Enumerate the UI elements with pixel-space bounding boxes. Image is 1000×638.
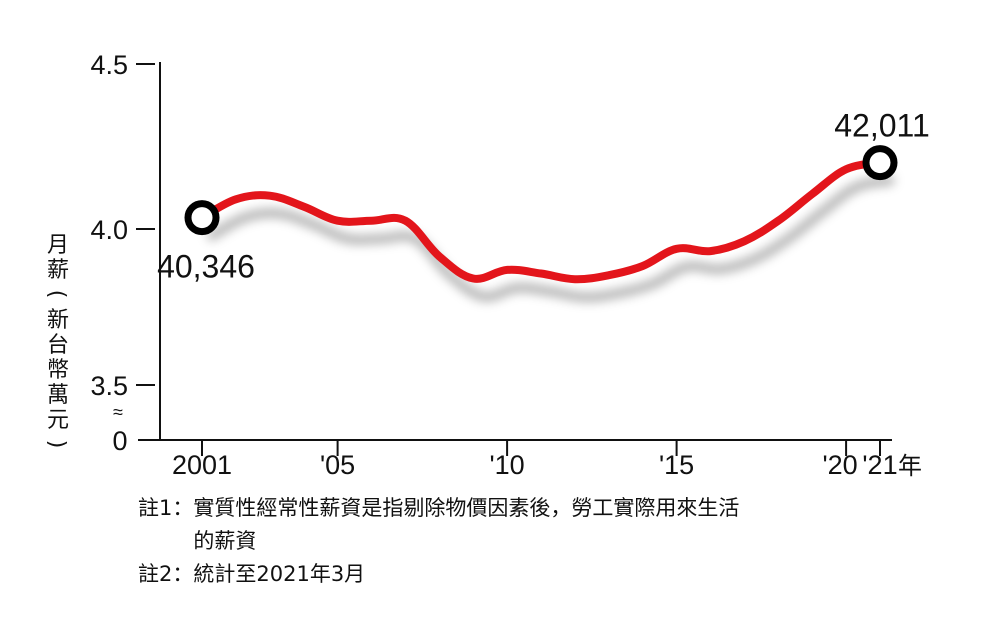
y-tick-label-0: 0 <box>112 426 127 456</box>
endpoint-marker-2021 <box>862 145 898 181</box>
x-ticks: 2001 '05 '10 '15 '20'21 年 <box>172 440 922 480</box>
y-axis-label-char: ) <box>44 440 69 449</box>
data-label-2021: 42,011 <box>834 108 930 144</box>
y-axis-label-char: 月 <box>47 233 69 258</box>
endpoint-markers: 40,346 42,011 <box>157 108 930 285</box>
y-axis-label-char: 幣 <box>47 358 69 383</box>
y-axis-label-char: 台 <box>47 333 69 358</box>
note-2-key: 註2： <box>138 562 194 586</box>
note-1-line-1: 實質性經常性薪資是指剔除物價因素後，勞工實際用來生活 <box>193 496 740 520</box>
y-axis-label-char: 薪 <box>47 258 69 283</box>
x-tick-label-'20: '20 <box>823 450 858 480</box>
x-axis-unit: 年 <box>898 453 922 480</box>
x-tick-label-'21: '21 <box>862 450 897 480</box>
series-line <box>198 158 884 284</box>
notes: 註1： 實質性經常性薪資是指剔除物價因素後，勞工實際用來生活 的薪資 註2： 統… <box>138 492 739 591</box>
data-label-2001: 40,346 <box>157 249 255 285</box>
y-tick-label-4.5: 4.5 <box>90 50 128 80</box>
endpoint-marker-2001 <box>184 200 220 236</box>
note-2-line-1: 統計至2021年3月 <box>193 562 366 586</box>
x-tick-label-2001: 2001 <box>172 450 232 480</box>
note-1-line-2: 的薪資 <box>193 529 257 553</box>
y-axis-label-char: 新 <box>47 308 69 333</box>
x-tick-label-'10: '10 <box>490 450 525 480</box>
y-tick-label-3.5: 3.5 <box>90 371 128 401</box>
series-line-shadow <box>207 175 895 303</box>
y-axis-label-char: ( <box>44 290 69 299</box>
note-1: 註1： 實質性經常性薪資是指剔除物價因素後，勞工實際用來生活 的薪資 <box>138 492 739 558</box>
note-2: 註2： 統計至2021年3月 <box>138 558 739 591</box>
y-axis-break-symbol: ≈ <box>113 402 123 422</box>
x-tick-label-'05: '05 <box>320 450 355 480</box>
x-tick-label-'15: '15 <box>659 450 694 480</box>
y-axis-label-char: 元 <box>47 408 69 433</box>
y-axis-label-char: 萬 <box>47 383 69 408</box>
note-1-key: 註1： <box>138 496 194 520</box>
y-tick-label-4.0: 4.0 <box>90 215 128 245</box>
